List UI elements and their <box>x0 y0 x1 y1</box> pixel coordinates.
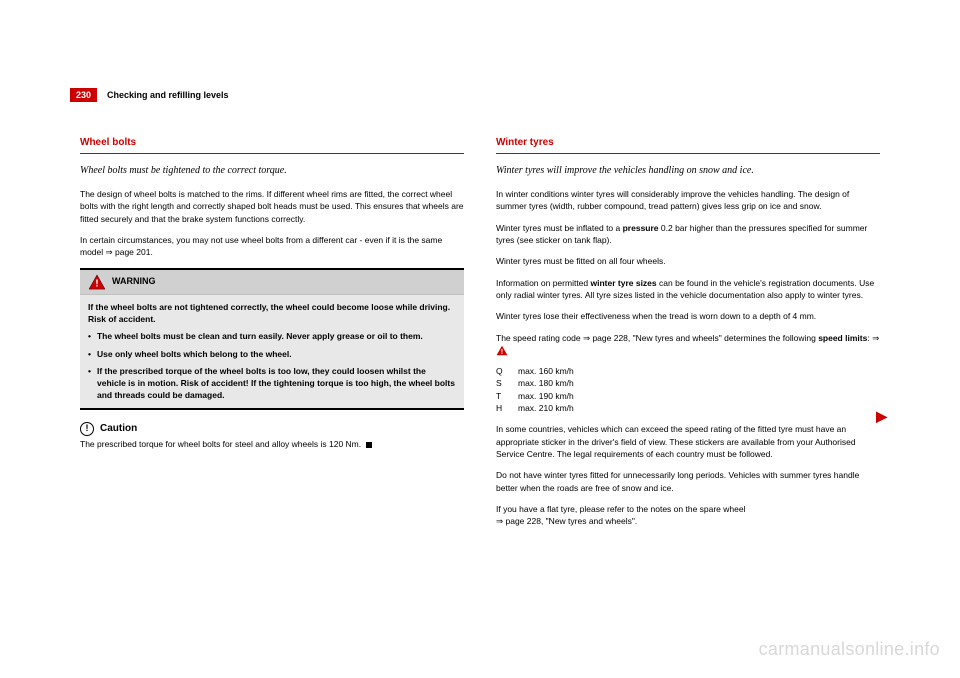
bullet-icon: • <box>88 348 91 360</box>
speed-row: Tmax. 190 km/h <box>496 390 880 402</box>
warning-bullet: •If the prescribed torque of the wheel b… <box>88 365 456 402</box>
text-fragment: page 201. <box>113 247 153 257</box>
speed-text: max. 190 km/h <box>518 390 574 402</box>
caution-label: Caution <box>100 422 137 437</box>
wheel-bolts-subtitle: Wheel bolts must be tightened to the cor… <box>80 164 464 179</box>
warning-body: If the wheel bolts are not tightened cor… <box>80 295 464 408</box>
winter-para-7: In some countries, vehicles which can ex… <box>496 423 880 460</box>
watermark: carmanualsonline.info <box>759 639 940 660</box>
heading-underline <box>496 153 880 154</box>
warning-box: ! WARNING If the wheel bolts are not tig… <box>80 268 464 410</box>
wheel-bolts-para-1: The design of wheel bolts is matched to … <box>80 188 464 225</box>
bullet-icon: • <box>88 330 91 342</box>
reference-arrow-icon: ⇒ <box>872 332 879 344</box>
end-of-section-icon <box>366 442 372 448</box>
winter-para-2: Winter tyres must be inflated to a press… <box>496 222 880 247</box>
section-title: Checking and refilling levels <box>107 90 229 100</box>
text-fragment: If you have a flat tyre, please refer to… <box>496 504 745 514</box>
warning-header: ! WARNING <box>80 270 464 295</box>
warning-bullet: • The wheel bolts must be clean and turn … <box>88 330 456 342</box>
svg-text:!: ! <box>501 347 503 356</box>
winter-para-8: Do not have winter tyres fitted for unne… <box>496 469 880 494</box>
heading-underline <box>80 153 464 154</box>
reference-arrow-icon: ⇒ <box>583 332 590 344</box>
speed-row: Hmax. 210 km/h <box>496 402 880 414</box>
winter-tyres-subtitle: Winter tyres will improve the vehicles h… <box>496 164 880 179</box>
bold-text: pressure <box>623 223 659 233</box>
reference-arrow-icon: ⇒ <box>106 246 113 258</box>
right-column: Winter tyres Winter tyres will improve t… <box>496 136 880 537</box>
wheel-bolts-para-2: In certain circumstances, you may not us… <box>80 234 464 259</box>
bullet-text: The wheel bolts must be clean and turn e… <box>97 330 423 342</box>
speed-text: max. 160 km/h <box>518 365 574 377</box>
winter-para-9: If you have a flat tyre, please refer to… <box>496 503 880 528</box>
text-fragment: page 228, "New tyres and wheels". <box>503 516 637 526</box>
caution-header: ! Caution <box>80 422 464 437</box>
warning-triangle-icon: ! <box>88 274 106 290</box>
text-fragment: Information on permitted <box>496 278 591 288</box>
winter-para-1: In winter conditions winter tyres will c… <box>496 188 880 213</box>
caution-text: The prescribed torque for wheel bolts fo… <box>80 438 464 450</box>
winter-para-3: Winter tyres must be fitted on all four … <box>496 255 880 267</box>
bold-text: winter tyre sizes <box>591 278 657 288</box>
text-fragment: Winter tyres must be inflated to a <box>496 223 623 233</box>
speed-code: H <box>496 402 518 414</box>
text-fragment: The speed rating code <box>496 333 583 343</box>
bold-text: speed limits <box>818 333 867 343</box>
wheel-bolts-heading: Wheel bolts <box>80 136 464 151</box>
bullet-text: Use only wheel bolts which belong to the… <box>97 348 292 360</box>
manual-page: 230 Checking and refilling levels Wheel … <box>0 0 960 577</box>
speed-limit-table: Qmax. 160 km/h Smax. 180 km/h Tmax. 190 … <box>496 365 880 414</box>
speed-code: Q <box>496 365 518 377</box>
winter-para-4: Information on permitted winter tyre siz… <box>496 277 880 302</box>
warning-text: If the wheel bolts are not tightened cor… <box>88 301 456 326</box>
left-column: Wheel bolts Wheel bolts must be tightene… <box>80 136 464 537</box>
speed-row: Smax. 180 km/h <box>496 377 880 389</box>
inline-warning-triangle-icon: ! <box>496 345 508 356</box>
text-fragment: The prescribed torque for wheel bolts fo… <box>80 439 361 449</box>
content-columns: Wheel bolts Wheel bolts must be tightene… <box>80 136 880 537</box>
text-fragment: page 228, "New tyres and wheels" determi… <box>590 333 818 343</box>
speed-code: T <box>496 390 518 402</box>
warning-label: WARNING <box>112 275 156 288</box>
winter-tyres-heading: Winter tyres <box>496 136 880 151</box>
speed-row: Qmax. 160 km/h <box>496 365 880 377</box>
bullet-text: If the prescribed torque of the wheel bo… <box>97 365 456 402</box>
page-header: 230 Checking and refilling levels <box>70 88 229 102</box>
svg-text:!: ! <box>95 278 98 289</box>
winter-para-6: The speed rating code ⇒ page 228, "New t… <box>496 332 880 357</box>
winter-para-5: Winter tyres lose their effectiveness wh… <box>496 310 880 322</box>
continue-arrow-icon: ▶ <box>876 408 887 425</box>
caution-circle-icon: ! <box>80 422 94 436</box>
bullet-icon: • <box>88 365 91 402</box>
speed-text: max. 180 km/h <box>518 377 574 389</box>
speed-code: S <box>496 377 518 389</box>
warning-bullet: • Use only wheel bolts which belong to th… <box>88 348 456 360</box>
speed-text: max. 210 km/h <box>518 402 574 414</box>
page-number: 230 <box>70 88 97 102</box>
